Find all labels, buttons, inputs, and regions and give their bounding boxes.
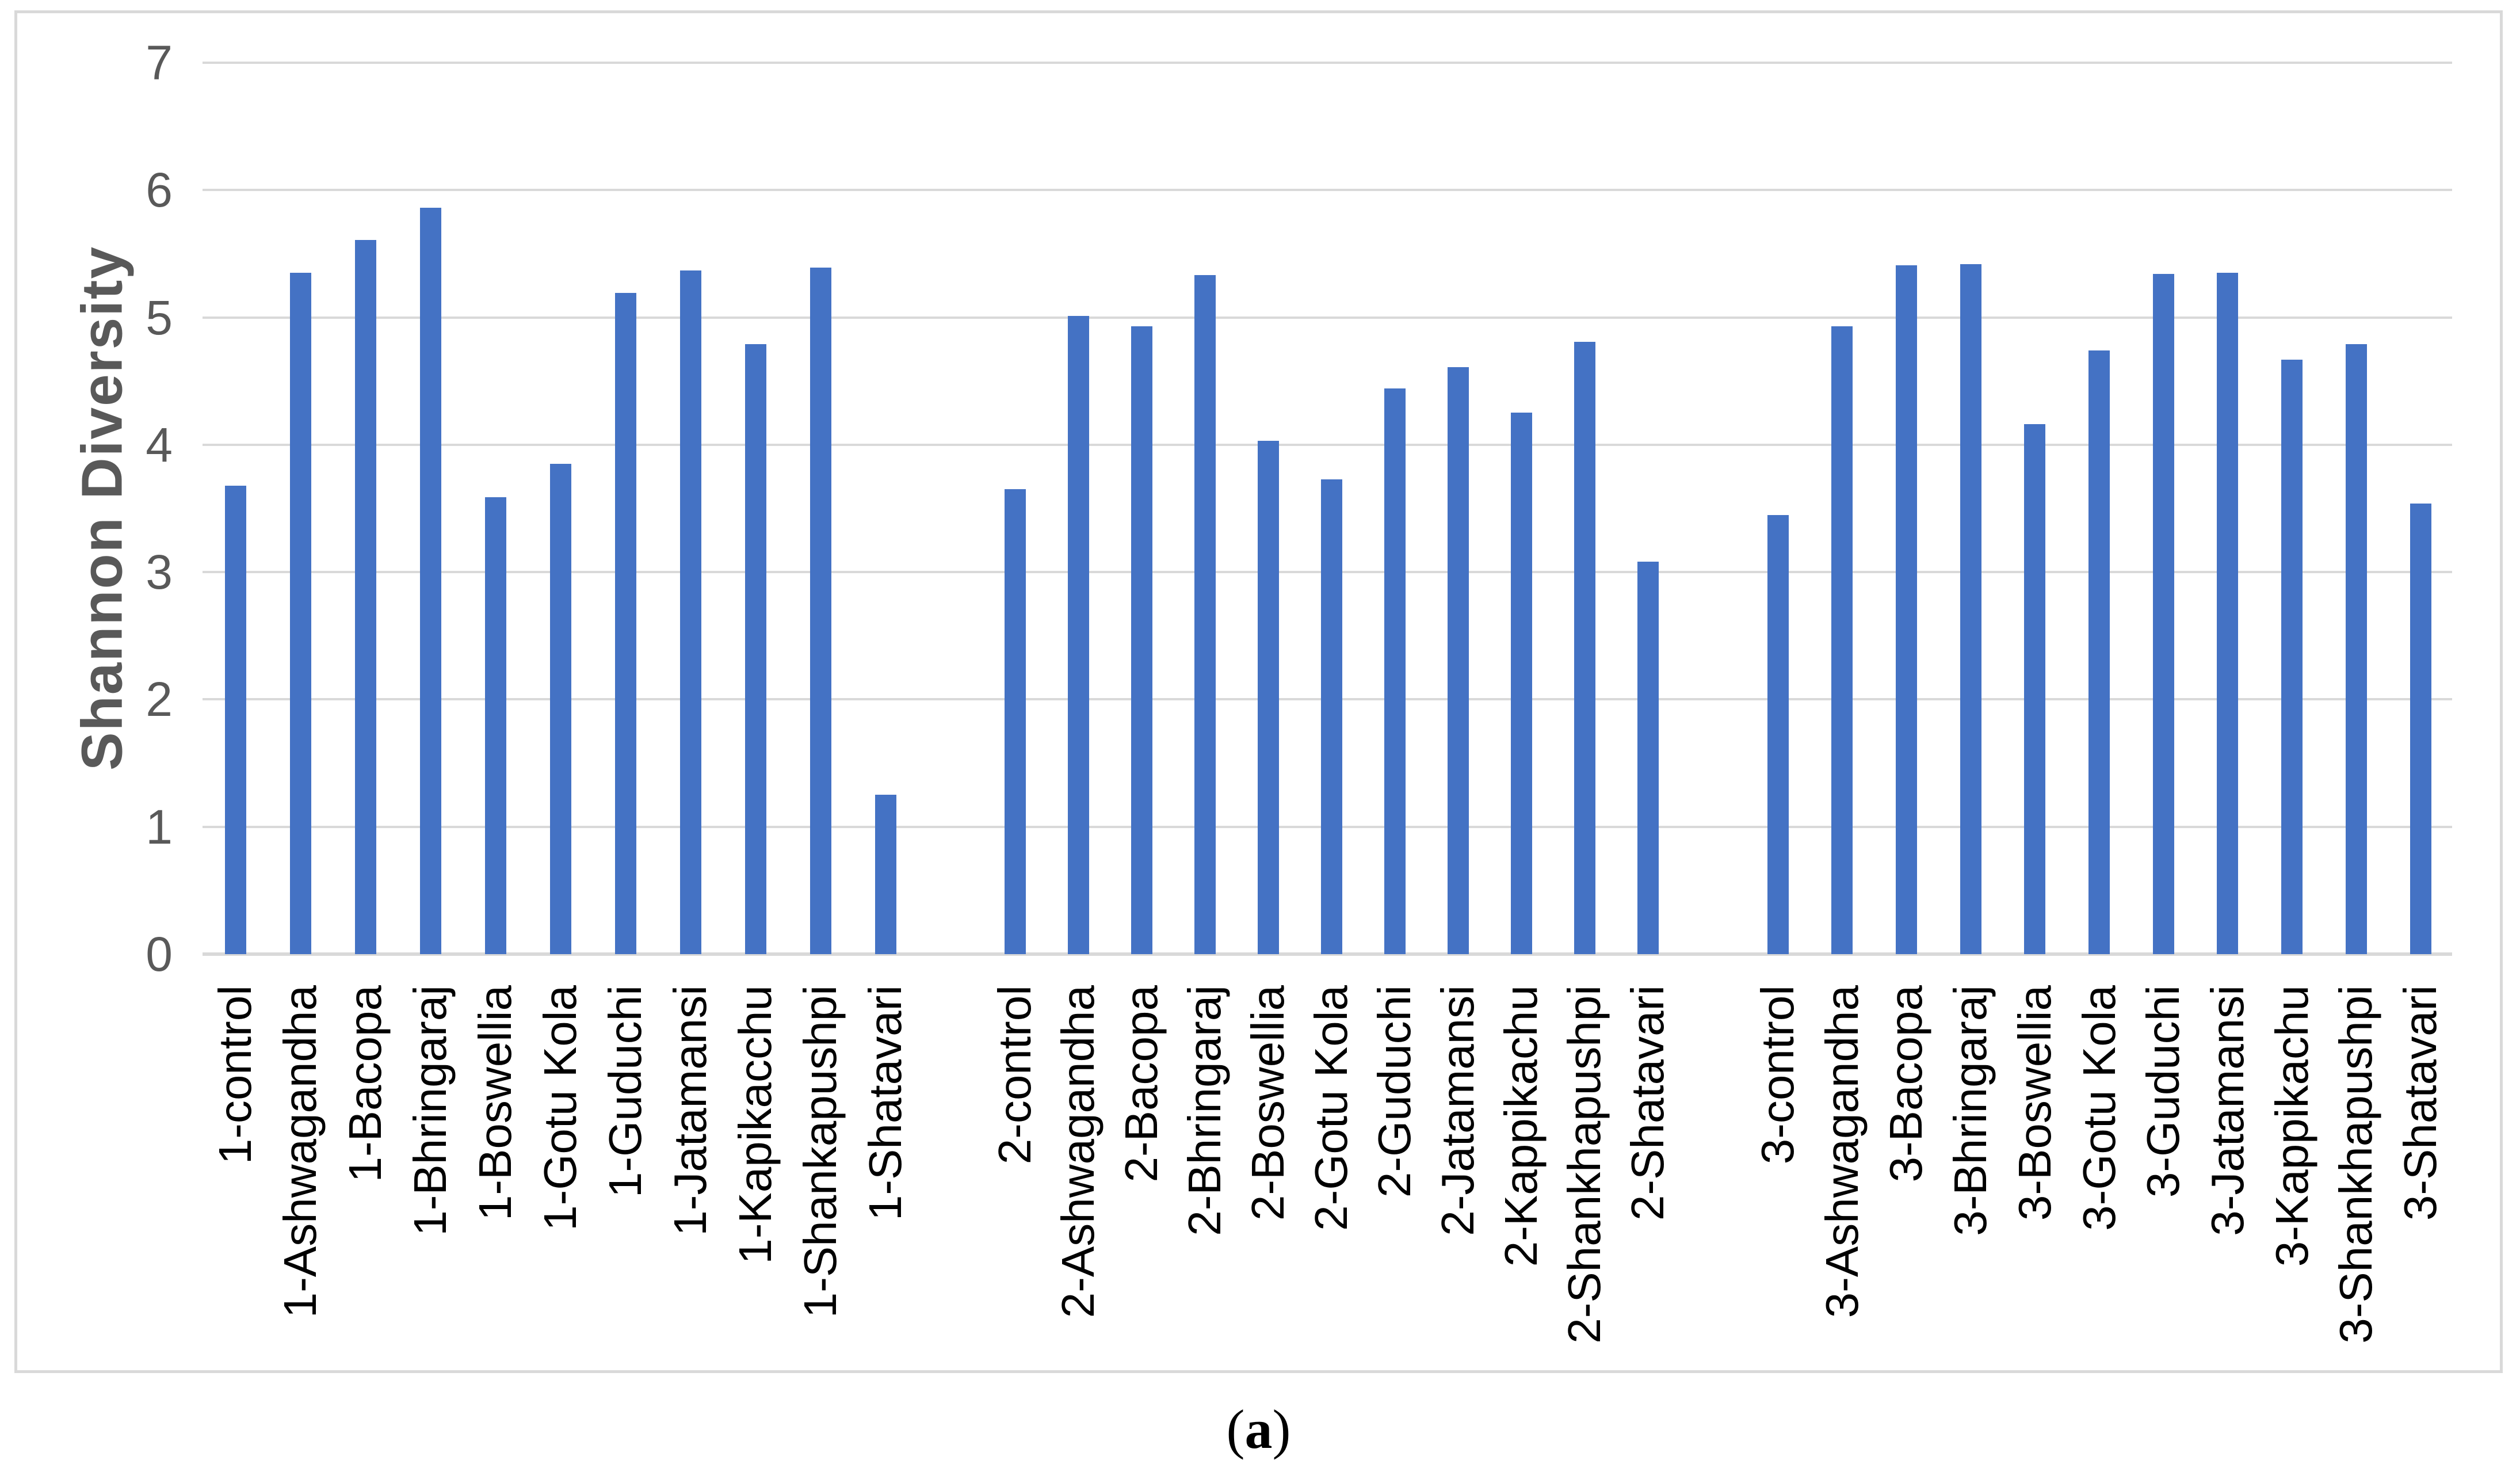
- bar: [1637, 562, 1659, 954]
- x-tick-label: 3-Ashwagandha: [1816, 985, 1868, 1318]
- bar: [1767, 515, 1789, 954]
- x-tick-label: 1-Shatavari: [860, 985, 911, 1221]
- x-tick-label: 3-Jatamansi: [2202, 985, 2253, 1236]
- x-tick-label: 1-Jatamansi: [665, 985, 716, 1236]
- bar: [355, 240, 376, 954]
- x-tick-label: 3-Gotu Kola: [2074, 985, 2125, 1231]
- bar: [1831, 326, 1853, 954]
- bar: [1321, 479, 1342, 954]
- gridline: [203, 316, 2452, 319]
- bar: [1194, 275, 1216, 954]
- x-tick-label: 1-Bacopa: [339, 985, 391, 1183]
- bar: [2088, 350, 2110, 954]
- bar: [1574, 342, 1595, 954]
- x-tick-label: 3-Boswellia: [2009, 985, 2060, 1221]
- x-tick-label: 2-Boswellia: [1242, 985, 1293, 1221]
- figure-caption: (a): [14, 1397, 2503, 1461]
- x-tick-label: 2-Shatavari: [1622, 985, 1673, 1221]
- bar: [2346, 344, 2367, 954]
- bar: [1448, 367, 1469, 954]
- bar: [290, 273, 311, 954]
- y-tick-label: 1: [146, 799, 173, 854]
- bar: [420, 208, 441, 954]
- x-tick-label: 3-Shankhapushpi: [2330, 985, 2381, 1344]
- x-tick-label: 1-Shankapushpi: [795, 985, 846, 1318]
- x-axis-line: [203, 952, 2452, 956]
- y-tick-label: 4: [146, 417, 173, 472]
- x-tick-label: 2-Guduchi: [1369, 985, 1420, 1198]
- x-tick-label: 3-control: [1752, 985, 1803, 1165]
- y-tick-label: 3: [146, 545, 173, 600]
- bar: [485, 497, 506, 954]
- x-tick-label: 1-Guduchi: [600, 985, 651, 1198]
- caption-paren-close: ): [1272, 1398, 1291, 1460]
- caption-letter: a: [1244, 1398, 1273, 1460]
- x-tick-label: 2-Ashwagandha: [1052, 985, 1104, 1318]
- x-tick-label: 2-control: [989, 985, 1040, 1165]
- x-tick-label: 1-Gotu Kola: [534, 985, 586, 1231]
- x-tick-label: 2-Bacopa: [1116, 985, 1167, 1183]
- x-tick-label: 3-Guduchi: [2137, 985, 2189, 1198]
- bar: [1005, 489, 1026, 954]
- bar: [550, 464, 571, 954]
- chart-frame: 0 1 2 3 4 5 6 7 1-control 1-Ashwagandha 1-Bacopa 1-…: [14, 10, 2503, 1373]
- bar: [1960, 264, 1981, 954]
- bar: [2024, 424, 2045, 954]
- x-tick-label: 3-Bacopa: [1880, 985, 1931, 1183]
- bar: [1384, 388, 1406, 954]
- bar: [680, 270, 701, 954]
- x-tick-label: 1-Boswellia: [469, 985, 521, 1221]
- bar: [2153, 274, 2174, 954]
- x-tick-label: 2-Kappikachu: [1495, 985, 1547, 1267]
- gridline: [203, 189, 2452, 192]
- x-tick-label: 3-Bhringaraj: [1945, 985, 1996, 1236]
- y-tick-label: 7: [146, 35, 173, 90]
- bar: [2281, 360, 2303, 954]
- x-tick-label: 1-Ashwagandha: [274, 985, 326, 1318]
- plot-area: 0 1 2 3 4 5 6 7 1-control 1-Ashwagandha 1-Bacopa 1-…: [17, 13, 2500, 1370]
- bar: [1258, 441, 1279, 954]
- bar: [1068, 316, 1089, 954]
- gridline: [203, 61, 2452, 64]
- y-tick-label: 6: [146, 163, 173, 218]
- bar: [810, 268, 831, 954]
- bar: [1131, 326, 1152, 954]
- bar: [1511, 413, 1532, 954]
- y-tick-label: 5: [146, 290, 173, 345]
- bar: [2217, 273, 2238, 954]
- bar: [875, 795, 896, 954]
- x-tick-label: 1-control: [209, 985, 261, 1165]
- x-tick-label: 2-Jatamansi: [1432, 985, 1483, 1236]
- y-tick-label: 0: [146, 927, 173, 981]
- x-tick-label: 1-Kapikacchu: [730, 985, 781, 1264]
- bar: [615, 293, 636, 954]
- x-tick-label: 2-Gotu Kola: [1305, 985, 1357, 1231]
- y-tick-label: 2: [146, 672, 173, 727]
- gridline: [203, 443, 2452, 446]
- y-axis-title: Shannon Diversity: [70, 246, 135, 771]
- caption-paren-open: (: [1226, 1398, 1245, 1460]
- x-tick-label: 3-Kappikachu: [2266, 985, 2317, 1267]
- bar: [225, 486, 246, 954]
- x-tick-label: 2-Shankhapushpi: [1559, 985, 1610, 1344]
- x-tick-label: 3-Shatavari: [2395, 985, 2446, 1221]
- bar: [2410, 504, 2431, 954]
- x-tick-label: 2-Bhringaraj: [1179, 985, 1230, 1236]
- bar: [1896, 265, 1917, 954]
- x-tick-label: 1-Bhringaraj: [404, 985, 456, 1236]
- bar: [745, 344, 766, 954]
